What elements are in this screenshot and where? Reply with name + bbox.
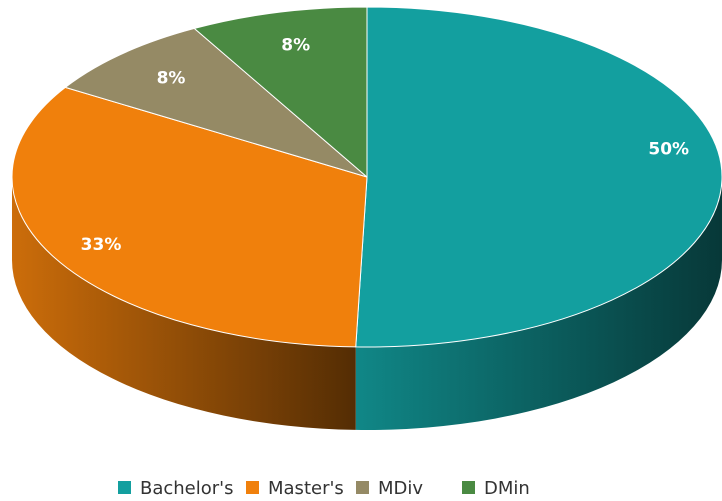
slice-side bbox=[355, 177, 722, 430]
legend-swatch bbox=[356, 481, 369, 494]
slice bbox=[64, 27, 368, 178]
legend-label: Master's bbox=[268, 478, 344, 499]
data-label: 8% bbox=[157, 69, 186, 89]
data-label: 50% bbox=[648, 139, 689, 159]
slice bbox=[193, 6, 368, 179]
data-label: 33% bbox=[81, 235, 122, 255]
legend-swatch bbox=[118, 481, 131, 494]
legend-swatch bbox=[462, 481, 475, 494]
slice bbox=[11, 86, 368, 348]
legend-label: MDiv bbox=[378, 478, 423, 499]
legend-swatch bbox=[246, 481, 259, 494]
slice-side bbox=[12, 177, 356, 430]
data-label: 8% bbox=[281, 35, 310, 55]
legend-label: Bachelor's bbox=[140, 478, 234, 499]
legend-label: DMin bbox=[484, 478, 530, 499]
